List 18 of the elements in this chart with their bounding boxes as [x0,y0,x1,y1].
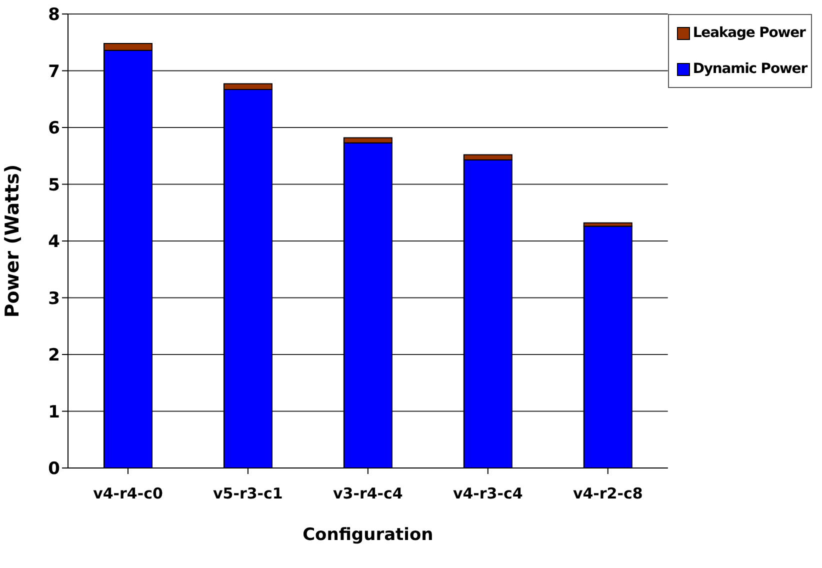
x-tick-label: v3-r4-c4 [333,484,403,503]
x-tick-label: v4-r2-c8 [572,484,643,503]
y-tick-label: 3 [48,288,60,309]
y-tick-label: 6 [48,118,60,139]
x-tick-label: v4-r4-c0 [93,484,163,503]
y-tick-label: 4 [48,232,60,252]
y-tick-label: 2 [48,346,60,366]
y-tick-label: 7 [48,62,60,82]
x-axis-title: Configuration [302,525,434,545]
y-tick-label: 0 [48,459,60,480]
legend-label: Dynamic Power [692,61,807,77]
x-tick-label: v5-r3-c1 [213,484,283,503]
y-tick-label: 1 [48,402,60,422]
y-tick-label: 5 [48,175,60,196]
legend-label: Leakage Power [692,25,806,41]
y-tick-label: 8 [48,5,60,26]
y-axis-title: Power (Watts) [2,164,24,318]
x-tick-label: v4-r3-c4 [452,484,523,503]
